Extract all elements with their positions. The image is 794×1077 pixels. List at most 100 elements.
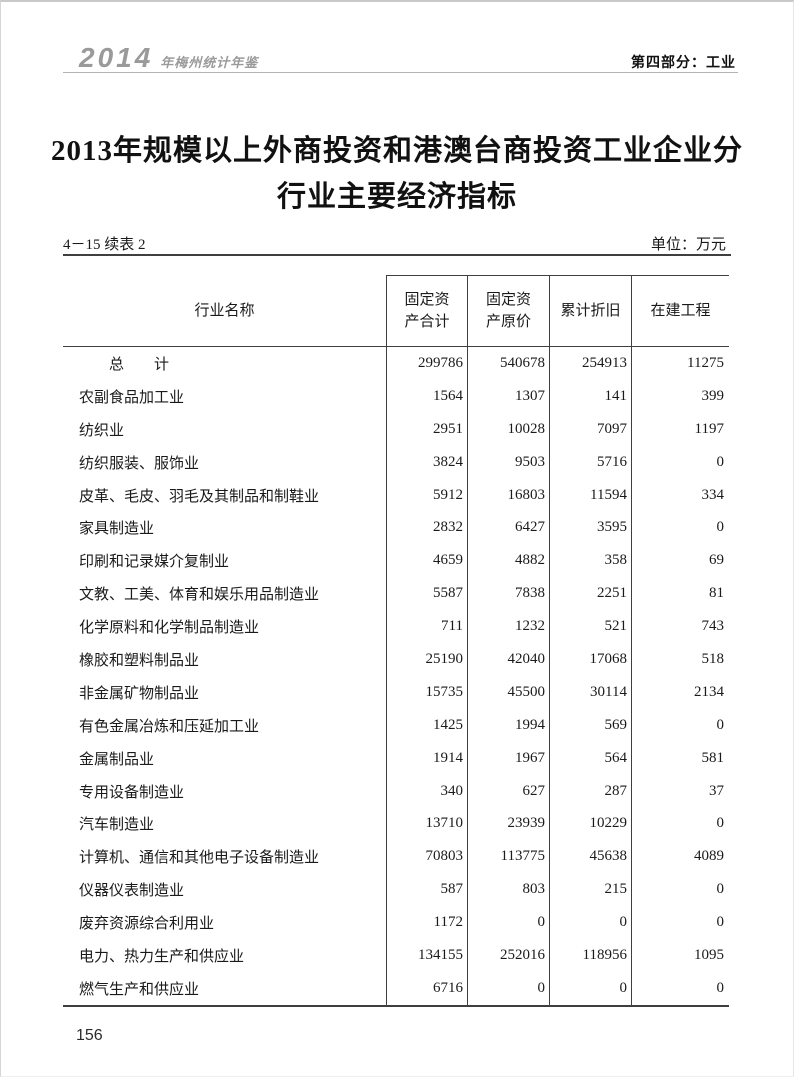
- table-number: 4－15 续表 2: [63, 237, 146, 253]
- industry-name-cell: 计算机、通信和其他电子设备制造业: [63, 840, 387, 874]
- value-cell: 4089: [694, 848, 724, 865]
- value-cell: 10229: [550, 807, 632, 841]
- value-cell: 803: [468, 873, 550, 907]
- value-cell: 118956: [550, 939, 632, 972]
- value-cell: 1967: [468, 741, 550, 775]
- logo-year-text: 2014: [79, 42, 154, 73]
- table-row: 纺织业 2951 10028 7097 1197: [63, 412, 729, 446]
- value-cell: 45500: [468, 675, 550, 709]
- value-cell: 4659: [387, 544, 468, 578]
- industry-name-cell: 印刷和记录媒介复制业: [63, 544, 387, 578]
- value-cell: 0: [468, 906, 550, 940]
- value-cell: 1914: [387, 741, 468, 775]
- value-cell: 9503: [468, 445, 550, 479]
- table-row: 皮革、毛皮、羽毛及其制品和制鞋业 5912 16803 11594 334: [63, 478, 729, 512]
- value-cell: 30114: [550, 675, 632, 709]
- value-cell: 521: [550, 610, 632, 644]
- table-row: 非金属矿物制品业 15735 45500 30114 2134: [63, 675, 729, 709]
- value-cell: 0: [550, 971, 632, 1005]
- col-header-accumulated-depreciation: 累计折旧: [550, 275, 632, 346]
- value-cell: 3595: [550, 511, 632, 545]
- industry-name-cell: 纺织业: [63, 412, 387, 446]
- section-label: 第四部分：工业: [631, 54, 736, 70]
- value-cell: 7097: [550, 412, 632, 446]
- industry-name-cell: 文教、工美、体育和娱乐用品制造业: [63, 577, 387, 611]
- value-cell: 13710: [387, 807, 468, 841]
- table-row: 印刷和记录媒介复制业 4659 4882 358 69: [63, 544, 729, 578]
- value-cell: 45638: [550, 840, 632, 874]
- value-cell: 1307: [468, 379, 550, 413]
- value-cell: 6427: [468, 511, 550, 545]
- industry-name-cell: 燃气生产和供应业: [63, 971, 387, 1005]
- table-row: 家具制造业 2832 6427 3595 0: [63, 511, 729, 545]
- table-body: 总 计 299786 540678 254913 11275 农副食品加工业 1564 130…: [63, 347, 729, 1005]
- value-cell: 334: [701, 486, 725, 503]
- value-cell: 7838: [468, 577, 550, 611]
- table-row: 仪器仪表制造业 587 803 215 0: [63, 873, 729, 907]
- value-cell: 42040: [468, 643, 550, 676]
- value-cell: 743: [701, 618, 725, 635]
- value-cell: 6716: [387, 971, 468, 1005]
- table-row: 纺织服装、服饰业 3824 9503 5716 0: [63, 445, 729, 479]
- value-cell: 70803: [387, 840, 468, 874]
- value-cell: 23939: [468, 807, 550, 841]
- value-cell: 0: [716, 815, 725, 832]
- value-cell: 2251: [550, 577, 632, 611]
- table-row: 专用设备制造业 340 627 287 37: [63, 774, 729, 808]
- table-row: 汽车制造业 13710 23939 10229 0: [63, 807, 729, 841]
- col-header-label: 固定资: [485, 292, 531, 308]
- value-cell: 2832: [387, 511, 468, 545]
- table-row: 总 计 299786 540678 254913 11275: [63, 347, 729, 380]
- table-row: 废弃资源综合利用业 1172 0 0 0: [63, 906, 729, 940]
- value-cell: 0: [716, 979, 725, 996]
- value-cell: 287: [550, 774, 632, 808]
- value-cell: 215: [550, 873, 632, 907]
- value-cell: 69: [709, 552, 724, 569]
- value-cell: 1425: [387, 708, 468, 742]
- industry-name-cell: 专用设备制造业: [63, 774, 387, 808]
- value-cell: 134155: [387, 939, 468, 972]
- col-header-label: 固定资: [404, 292, 450, 308]
- table-top-rule: [63, 254, 731, 256]
- table-row: 计算机、通信和其他电子设备制造业 70803 113775 45638 4089: [63, 840, 729, 874]
- document-title: 2013年规模以上外商投资和港澳台商投资工业企业分 行业主要经济指标: [1, 128, 793, 220]
- industry-name-cell: 皮革、毛皮、羽毛及其制品和制鞋业: [63, 478, 387, 512]
- value-cell: 399: [701, 387, 725, 404]
- table-row: 燃气生产和供应业 6716 0 0 0: [63, 971, 729, 1005]
- col-header-label: 产原价: [485, 314, 531, 330]
- value-cell: 0: [716, 881, 725, 898]
- value-cell: 581: [701, 749, 725, 766]
- document-title-line2: 行业主要经济指标: [276, 181, 517, 213]
- table-row: 电力、热力生产和供应业 134155 252016 118956 1095: [63, 939, 729, 972]
- table-row: 文教、工美、体育和娱乐用品制造业 5587 7838 2251 81: [63, 577, 729, 611]
- industry-name-cell: 汽车制造业: [63, 807, 387, 841]
- value-cell: 0: [716, 716, 725, 733]
- col-header-industry-name: 行业名称: [63, 275, 387, 346]
- value-cell: 141: [550, 379, 632, 413]
- value-cell: 4882: [468, 544, 550, 578]
- table-row: 金属制品业 1914 1967 564 581: [63, 741, 729, 775]
- value-cell: 1994: [468, 708, 550, 742]
- industry-name-cell: 总 计: [63, 347, 387, 380]
- industry-name-cell: 纺织服装、服饰业: [63, 445, 387, 479]
- document-title-line1: 2013年规模以上外商投资和港澳台商投资工业企业分: [50, 135, 743, 167]
- unit-label: 单位：万元: [650, 237, 726, 253]
- industry-name-cell: 电力、热力生产和供应业: [63, 939, 387, 972]
- col-header-construction-in-progress: 在建工程: [632, 275, 729, 346]
- value-cell: 113775: [468, 840, 550, 874]
- value-cell: 627: [468, 774, 550, 808]
- value-cell: 340: [387, 774, 468, 808]
- industry-name-cell: 家具制造业: [63, 511, 387, 545]
- value-cell: 587: [387, 873, 468, 907]
- value-cell: 37: [709, 782, 724, 799]
- value-cell: 252016: [468, 939, 550, 972]
- value-cell: 11594: [550, 478, 632, 512]
- industry-name-cell: 农副食品加工业: [63, 379, 387, 413]
- value-cell: 2951: [387, 412, 468, 446]
- industry-name-cell: 有色金属冶炼和压延加工业: [63, 708, 387, 742]
- value-cell: 11275: [687, 354, 724, 371]
- value-cell: 0: [550, 906, 632, 940]
- col-header-fixed-assets-total: 固定资 产合计: [387, 275, 468, 346]
